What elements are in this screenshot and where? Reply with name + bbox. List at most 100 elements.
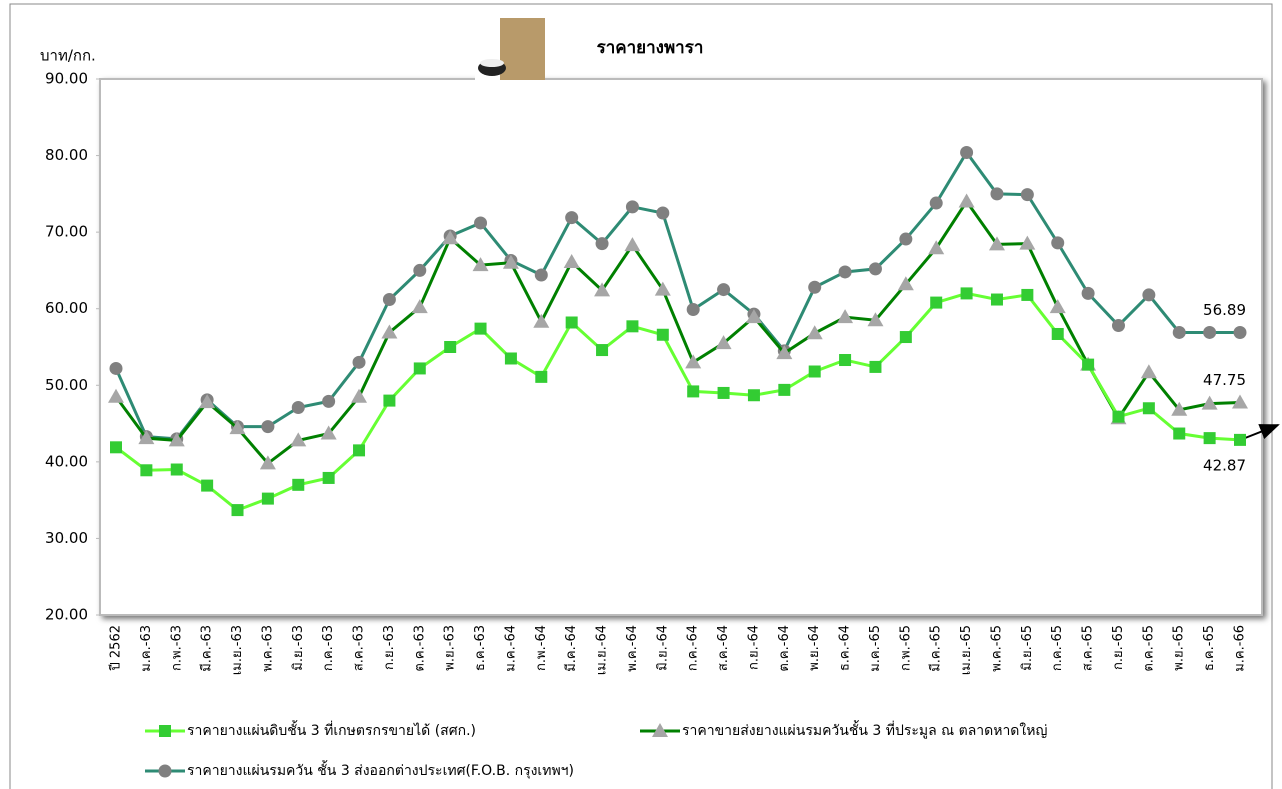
marker	[534, 268, 548, 282]
outer-frame	[9, 3, 1273, 789]
series-line	[114, 198, 1241, 466]
marker	[654, 281, 671, 296]
x-tick-label: มี.ค.-65	[928, 625, 944, 672]
x-tick-label: ต.ค.-63	[412, 625, 427, 672]
x-tick-label: เม.ย.-63	[230, 625, 245, 675]
x-tick-label: เม.ย.-64	[595, 625, 610, 675]
marker	[1233, 326, 1247, 340]
y-tick-label: 80.00	[45, 146, 88, 164]
marker	[108, 388, 124, 403]
x-tick-label: ก.พ.-63	[169, 625, 184, 671]
x-tick-label: พ.ย.-64	[807, 625, 822, 671]
legend-label: ราคายางแผ่นดิบชั้น 3 ที่เกษตรกรขายได้ (ส…	[187, 720, 476, 739]
marker	[413, 263, 427, 277]
legend-label: ราคาขายส่งยางแผ่นรมควันชั้น 3 ที่ประมูล …	[682, 720, 1047, 739]
marker	[626, 320, 639, 333]
x-tick-label: ม.ค.-66	[1233, 625, 1248, 672]
x-tick-label: ก.ค.-65	[1050, 625, 1065, 671]
y-tick-label: 60.00	[45, 299, 88, 317]
marker	[837, 309, 854, 324]
legend-label: ราคายางแผ่นรมควัน ชั้น 3 ส่งออกต่างประเท…	[187, 760, 574, 779]
x-tick-label: มี.ค.-64	[563, 625, 579, 672]
marker	[383, 394, 396, 407]
marker	[717, 283, 731, 297]
marker	[199, 394, 216, 409]
x-tick-label: ก.ย.-63	[382, 625, 397, 670]
marker	[899, 331, 912, 344]
marker	[656, 206, 670, 220]
arrow	[1239, 424, 1280, 441]
x-tick-label: ก.ย.-64	[746, 625, 761, 670]
x-tick-label: ก.ค.-64	[686, 625, 701, 671]
marker	[958, 193, 975, 208]
x-tick-label: ม.ค.-63	[139, 625, 154, 672]
marker	[930, 296, 943, 309]
marker	[776, 345, 793, 360]
marker	[1173, 427, 1186, 440]
marker	[1232, 394, 1248, 409]
marker	[960, 287, 973, 300]
x-tick-label: ปี 2562	[108, 625, 124, 671]
marker	[535, 370, 548, 383]
marker	[596, 344, 609, 357]
x-tick-label: ส.ค.-64	[716, 625, 731, 671]
marker	[290, 432, 307, 447]
marker	[1140, 364, 1157, 379]
marker	[320, 425, 337, 440]
marker	[778, 383, 791, 396]
x-tick-label: พ.ค.-63	[260, 625, 275, 672]
marker	[988, 236, 1005, 251]
marker	[1111, 319, 1125, 333]
x-tick-label: พ.ย.-63	[443, 625, 458, 671]
marker	[808, 280, 822, 294]
marker	[1082, 358, 1095, 371]
marker	[261, 492, 274, 505]
legend-marker	[159, 725, 171, 737]
x-tick-label: พ.ค.-65	[989, 625, 1004, 672]
marker	[1051, 327, 1064, 340]
y-tick-label: 30.00	[45, 529, 88, 547]
marker	[502, 254, 519, 269]
x-tick-label: เม.ย.-65	[959, 625, 974, 675]
marker	[687, 385, 700, 398]
marker	[1142, 288, 1156, 302]
x-tick-label: ม.ค.-64	[503, 625, 518, 672]
marker	[472, 257, 489, 272]
x-tick-label: ก.ย.-65	[1111, 625, 1126, 670]
marker	[1201, 395, 1218, 410]
legend-marker	[158, 764, 172, 778]
marker	[352, 355, 366, 369]
marker	[140, 464, 153, 477]
chart-title: ราคายางพารา	[597, 38, 704, 58]
marker	[1234, 433, 1246, 446]
marker	[1203, 325, 1217, 339]
marker	[929, 196, 943, 210]
x-tick-label: ม.ค.-65	[868, 625, 883, 672]
x-tick-label: มิ.ย.-63	[291, 625, 306, 671]
marker	[960, 146, 974, 160]
legend-marker	[652, 723, 668, 737]
marker	[868, 262, 882, 276]
marker	[1172, 325, 1186, 339]
marker	[381, 324, 398, 339]
y-axis-label: บาท/กก.	[40, 47, 96, 65]
x-tick-label: ต.ค.-64	[777, 625, 792, 672]
marker	[229, 420, 246, 435]
marker	[474, 216, 488, 230]
plot-area	[99, 78, 1263, 616]
marker	[869, 360, 882, 373]
y-tick-label: 70.00	[45, 223, 88, 241]
x-tick-label: พ.ย.-65	[1172, 625, 1187, 671]
marker	[899, 232, 913, 246]
marker	[656, 328, 669, 341]
marker	[686, 302, 700, 316]
marker	[565, 211, 579, 225]
marker	[1051, 236, 1065, 250]
marker	[168, 432, 185, 447]
marker	[717, 386, 730, 399]
marker	[624, 237, 641, 252]
marker	[533, 313, 550, 328]
x-tick-label: พ.ค.-64	[625, 625, 640, 672]
marker	[1019, 235, 1036, 250]
